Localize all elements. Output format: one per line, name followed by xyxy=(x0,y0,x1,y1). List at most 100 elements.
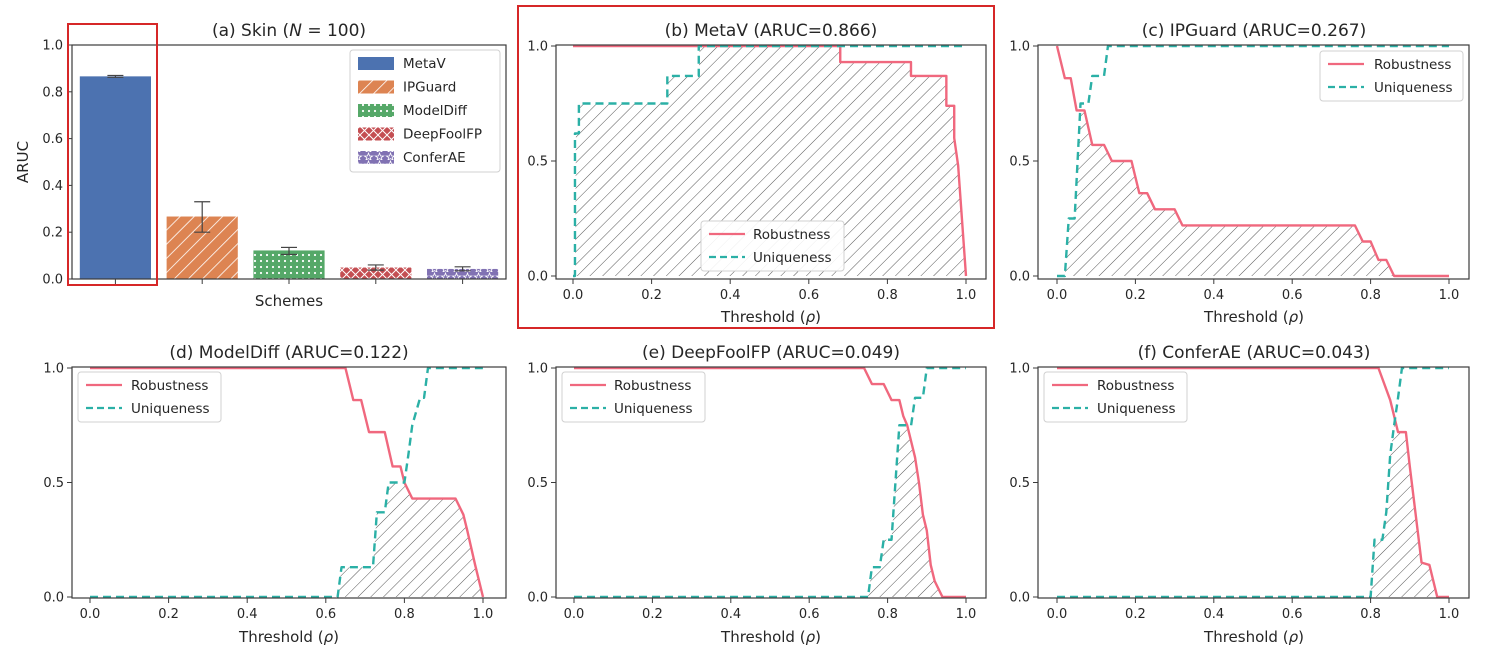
y-tick-label: 1.0 xyxy=(1009,40,1030,55)
highlight-box-metav-bar xyxy=(67,23,158,286)
x-tick-label: 1.0 xyxy=(473,607,494,622)
y-tick-label: 0.6 xyxy=(42,132,63,147)
aruc-hatched-area xyxy=(1057,110,1449,277)
y-tick-label: 0.0 xyxy=(527,270,548,285)
legend-a-swatch-metav xyxy=(358,57,394,70)
y-tick-label: 0.4 xyxy=(42,179,63,194)
panel-e-line-chart: (e) DeepFoolFP (ARUC=0.049) 0.0 0.2 0.4 0.6… xyxy=(527,343,987,646)
x-tick-label: 0.8 xyxy=(1360,288,1381,303)
legend-a-label-deepfoolfp: DeepFoolFP xyxy=(403,127,482,143)
y-tick-label: 0.0 xyxy=(1009,591,1030,606)
aruc-hatched-area xyxy=(573,46,966,276)
y-tick-label: 0.8 xyxy=(42,85,63,100)
panel-b-line-chart: (b) MetaV (ARUC=0.866) 0.0 0.2 0.4 0.6 0.8 1.… xyxy=(527,21,987,326)
aruc-hatched-area xyxy=(1057,420,1449,597)
panel-e-plot-area xyxy=(574,366,966,599)
x-tick-label: 0.8 xyxy=(1360,607,1381,622)
x-tick-label: 0.0 xyxy=(1047,288,1068,303)
y-tick-label: 0.2 xyxy=(42,226,63,241)
y-tick-label: 0.0 xyxy=(43,591,64,606)
legend-a-label-ipguard: IPGuard xyxy=(403,80,456,96)
panel-f-title: (f) ConferAE (ARUC=0.043) xyxy=(1138,343,1371,363)
legend-d-robustness-label: Robustness xyxy=(131,378,208,394)
x-tick-label: 0.0 xyxy=(80,607,101,622)
panel-c-line-chart: (c) IPGuard (ARUC=0.267) 0.0 0.2 0.4 0.6 0.8… xyxy=(1009,21,1470,326)
error-bar-modeldiff xyxy=(281,246,297,256)
x-tick-label: 0.4 xyxy=(1203,607,1224,622)
x-tick-label: 0.6 xyxy=(799,607,820,622)
panel-b-plot-area xyxy=(573,44,968,278)
x-tick-label: 0.2 xyxy=(1125,607,1146,622)
aruc-hatched-area xyxy=(574,425,966,597)
x-tick-label: 1.0 xyxy=(1439,288,1460,303)
robustness-line xyxy=(573,44,968,277)
x-tick-label: 1.0 xyxy=(956,288,977,303)
x-tick-label: 0.6 xyxy=(798,288,819,303)
panel-e-title: (e) DeepFoolFP (ARUC=0.049) xyxy=(642,343,900,363)
panel-d-title: (d) ModelDiff (ARUC=0.122) xyxy=(169,343,408,363)
panel-a-bar-chart: (a) Skin (N = 100) Schemes ARUC 0.0 0.2 0.… xyxy=(14,21,507,310)
robustness-line xyxy=(1055,45,1449,278)
panel-b-title: (b) MetaV (ARUC=0.866) xyxy=(665,21,878,41)
legend-e-uniqueness-label: Uniqueness xyxy=(614,401,693,417)
panel-d-x-axis-label: Threshold (ρ) xyxy=(238,628,339,646)
y-tick-label: 1.0 xyxy=(1009,362,1030,377)
panel-b-x-axis-label: Threshold (ρ) xyxy=(720,308,821,326)
x-tick-label: 1.0 xyxy=(956,607,977,622)
y-tick-label: 1.0 xyxy=(42,39,63,54)
uniqueness-line xyxy=(573,44,966,278)
panel-f-line-chart: (f) ConferAE (ARUC=0.043) 0.0 0.2 0.4 0.6 0.… xyxy=(1009,343,1470,646)
aruc-hatched-area xyxy=(90,482,483,597)
legend-a-swatch-modeldiff xyxy=(358,104,394,117)
legend-a-swatch-deepfoolfp xyxy=(358,127,394,141)
panel-c-x-axis-label: Threshold (ρ) xyxy=(1203,308,1304,326)
panel-a-title: (a) Skin (N = 100) xyxy=(212,21,366,41)
legend-a-label-modeldiff: ModelDiff xyxy=(403,103,468,119)
y-tick-label: 1.0 xyxy=(43,362,64,377)
legend-b: Robustness Uniqueness xyxy=(700,220,845,272)
legend-f-robustness-label: Robustness xyxy=(1097,378,1174,394)
panel-f-plot-area xyxy=(1057,366,1449,599)
legend-a-label-metav: MetaV xyxy=(403,56,447,72)
y-tick-label: 0.0 xyxy=(42,273,63,288)
x-tick-label: 0.6 xyxy=(1282,288,1303,303)
panel-c-plot-area xyxy=(1055,44,1449,278)
legend-b-uniqueness-label: Uniqueness xyxy=(753,250,832,266)
legend-a-label-conferae: ConferAE xyxy=(403,150,466,166)
robustness-line xyxy=(1057,366,1449,599)
x-tick-label: 0.6 xyxy=(1282,607,1303,622)
x-tick-label: 0.2 xyxy=(1125,288,1146,303)
legend-e-robustness-label: Robustness xyxy=(614,378,691,394)
x-tick-label: 0.0 xyxy=(563,288,584,303)
panel-a-y-axis-label: ARUC xyxy=(14,141,32,183)
uniqueness-line xyxy=(90,366,483,599)
x-tick-label: 0.0 xyxy=(564,607,585,622)
panel-d-plot-area xyxy=(90,366,485,599)
y-tick-label: 0.5 xyxy=(527,155,548,170)
x-tick-label: 0.2 xyxy=(642,607,663,622)
panel-c-title: (c) IPGuard (ARUC=0.267) xyxy=(1142,21,1366,41)
legend-c: Robustness Uniqueness xyxy=(1319,50,1464,102)
x-tick-label: 0.4 xyxy=(237,607,258,622)
legend-f: Robustness Uniqueness xyxy=(1043,371,1188,423)
legend-c-uniqueness-label: Uniqueness xyxy=(1374,80,1453,96)
x-tick-label: 0.2 xyxy=(641,288,662,303)
x-tick-label: 0.0 xyxy=(1047,607,1068,622)
legend-d: Robustness Uniqueness xyxy=(77,371,222,423)
robustness-line xyxy=(90,366,485,598)
x-tick-label: 0.6 xyxy=(315,607,336,622)
bar-deepfoolfp xyxy=(340,267,412,279)
x-tick-label: 0.8 xyxy=(877,607,898,622)
panel-f-ticks: 0.0 0.2 0.4 0.6 0.8 1.0 0.0 0.5 1.0 xyxy=(1009,362,1459,623)
bar-modeldiff xyxy=(253,250,325,279)
legend-a-items: MetaV IPGuard ModelDiff DeepFoolFP ConferAE xyxy=(358,56,482,166)
x-tick-label: 0.4 xyxy=(1203,288,1224,303)
panel-e-ticks: 0.0 0.2 0.4 0.6 0.8 1.0 0.0 0.5 1.0 xyxy=(527,362,976,623)
panel-a-x-axis-label: Schemes xyxy=(255,292,323,310)
x-tick-label: 0.8 xyxy=(877,288,898,303)
y-tick-label: 0.5 xyxy=(43,476,64,491)
legend-c-robustness-label: Robustness xyxy=(1374,57,1451,73)
x-tick-label: 0.4 xyxy=(720,288,741,303)
y-tick-label: 1.0 xyxy=(527,40,548,55)
